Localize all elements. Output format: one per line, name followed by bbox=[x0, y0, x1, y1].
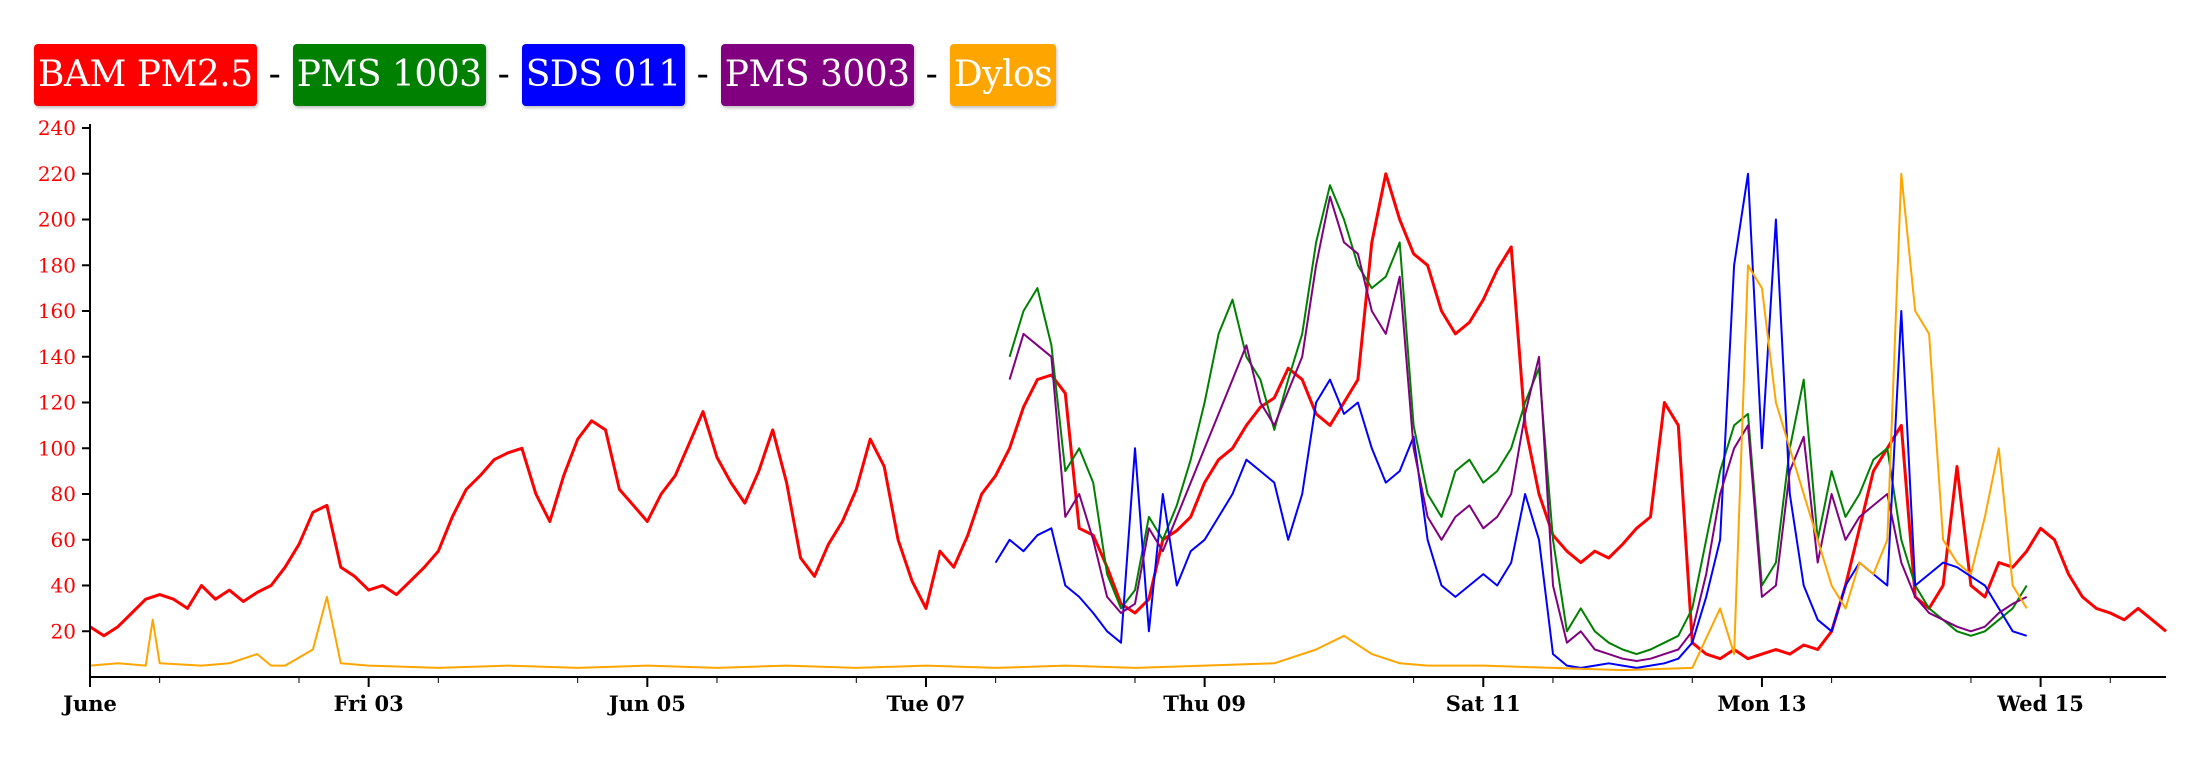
x-tick-label: Sat 11 bbox=[1446, 691, 1521, 716]
y-tick-label: 120 bbox=[38, 391, 76, 415]
x-tick-label: Wed 15 bbox=[1996, 691, 2083, 716]
x-tick-label: Jun 05 bbox=[607, 691, 686, 716]
y-axis: 20 40 60 80 100 120 140 160 180 200 220 240 bbox=[38, 116, 91, 677]
series-line-bam-pm2-5 bbox=[89, 172, 2167, 661]
y-tick-label: 180 bbox=[38, 253, 76, 277]
series-line-pms-1003 bbox=[1008, 184, 2028, 656]
x-tick-label: June bbox=[61, 691, 117, 716]
x-tick-label: Mon 13 bbox=[1717, 691, 1806, 716]
legend-item-dylos[interactable]: Dylos bbox=[949, 44, 1057, 106]
y-tick-label: 40 bbox=[51, 574, 76, 598]
series-layer bbox=[89, 172, 2167, 672]
x-axis: June Fri 03 Jun 05 Tue 07 Thu 09 Sat 11 Mon 13… bbox=[61, 676, 2166, 716]
series-line-dylos bbox=[89, 172, 2028, 672]
legend-item-pms3003[interactable]: PMS 3003 bbox=[720, 44, 914, 106]
y-tick-label: 20 bbox=[51, 619, 76, 643]
legend-separator: - bbox=[497, 54, 510, 95]
y-tick-label: 140 bbox=[38, 345, 76, 369]
series-line-sds-011 bbox=[994, 172, 2028, 669]
legend-item-pms1003[interactable]: PMS 1003 bbox=[292, 44, 486, 106]
y-tick-label: 240 bbox=[38, 116, 76, 140]
y-tick-label: 160 bbox=[38, 299, 76, 323]
y-tick-label: 60 bbox=[51, 528, 76, 552]
legend-separator: - bbox=[696, 54, 709, 95]
x-tick-label: Thu 09 bbox=[1163, 691, 1246, 716]
legend: BAM PM2.5 - PMS 1003 - SDS 011 - PMS 300… bbox=[34, 44, 1057, 106]
legend-item-sds011[interactable]: SDS 011 bbox=[521, 44, 685, 106]
legend-separator: - bbox=[268, 54, 281, 95]
legend-item-bam[interactable]: BAM PM2.5 bbox=[34, 44, 257, 106]
legend-separator: - bbox=[925, 54, 938, 95]
x-tick-label: Tue 07 bbox=[887, 691, 966, 716]
y-tick-label: 80 bbox=[51, 482, 76, 506]
y-tick-label: 100 bbox=[38, 436, 76, 460]
y-tick-label: 220 bbox=[38, 162, 76, 186]
y-tick-label: 200 bbox=[38, 208, 76, 232]
series-line-pms-3003 bbox=[1008, 195, 2028, 662]
x-tick-label: Fri 03 bbox=[334, 691, 404, 716]
